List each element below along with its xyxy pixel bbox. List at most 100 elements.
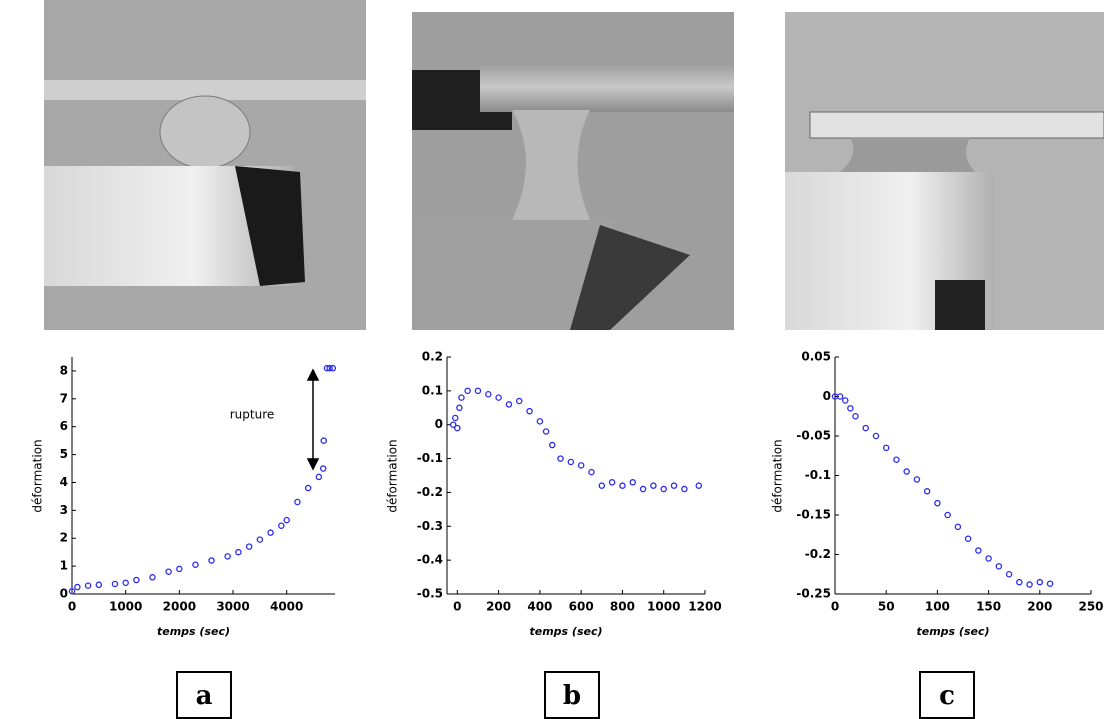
y-tick-label: 1 [60,559,68,573]
data-point [619,482,626,489]
y-tick-label: -0.4 [417,553,443,567]
y-axis-label: déformation [771,439,785,512]
data-point [133,576,140,584]
micrograph [44,0,366,330]
data-point [903,468,910,475]
data-point [149,574,156,581]
data-point [852,412,859,420]
data-point [454,424,461,432]
data-point [458,394,465,401]
y-tick-label: 5 [60,447,68,461]
panel-box [176,671,232,719]
x-tick-label: 800 [610,600,635,614]
data-point [639,485,647,493]
data-point [882,444,890,452]
data-point [1036,578,1044,586]
y-tick-label: -0.2 [805,547,831,561]
data-point [329,364,337,372]
x-tick-label: 600 [569,600,594,614]
data-point [315,473,323,481]
data-point [474,387,482,395]
x-tick-label: 200 [1027,600,1052,614]
x-tick-label: 1000 [647,600,680,614]
x-tick-label: 4000 [270,600,303,614]
panel-label: b [563,681,581,711]
data-point [192,561,199,568]
y-tick-label: 0.05 [801,350,831,364]
y-tick-label: 0 [60,587,68,601]
x-tick-label: 250 [1078,600,1103,614]
panel-box [919,671,975,719]
data-point [954,523,962,531]
data-point [456,404,463,412]
y-tick-label: -0.1 [805,468,831,482]
x-tick-label: 400 [527,600,552,614]
data-point [323,364,331,372]
data-point [598,482,606,489]
data-point [681,485,688,493]
data-point [577,462,585,469]
data-point [567,458,575,466]
data-point [557,455,564,462]
y-tick-label: 7 [60,391,68,405]
x-tick-label: 150 [976,600,1001,614]
data-point [934,499,941,507]
data-point [267,529,274,536]
y-tick-label: -0.15 [796,508,831,522]
data-point [1005,571,1013,578]
data-point [208,557,215,564]
x-tick-label: 0 [68,600,76,614]
data-point [515,397,523,405]
data-point [464,387,471,395]
micrograph [785,12,1104,330]
data-point [923,488,931,495]
data-point [68,587,76,595]
y-tick-label: -0.3 [417,519,443,533]
data-point [985,555,992,562]
x-tick-label: 1200 [688,600,721,614]
data-point [536,418,544,425]
data-point [650,482,657,489]
data-point [505,401,513,408]
panel-box [544,671,600,719]
y-tick-label: 0.1 [422,383,443,397]
y-tick-label: 0 [823,389,831,403]
data-point [872,432,880,440]
y-tick-label: 0 [435,417,443,431]
data-point [975,547,982,554]
y-axis-label: déformation [386,439,400,512]
data-point [320,437,327,444]
y-tick-label: 6 [60,419,68,433]
panel-label: c [939,681,955,711]
data-point [1016,578,1023,586]
y-tick-label: -0.5 [417,587,443,601]
data-point [588,468,595,476]
x-axis-label: temps (sec) [529,625,602,638]
x-tick-label: 50 [878,600,895,614]
data-point [542,428,550,435]
y-tick-label: 2 [60,531,68,545]
data-point [95,581,103,589]
x-tick-label: 1000 [109,600,142,614]
rupture-arrow [306,368,320,471]
data-point [256,536,264,543]
data-point [836,393,844,400]
y-tick-label: 4 [60,475,68,489]
data-point [913,476,921,483]
x-tick-label: 2000 [163,600,196,614]
data-point [485,390,492,398]
y-tick-label: -0.2 [417,485,443,499]
data-point [695,482,703,489]
annotation: rupture [230,408,275,422]
data-point [944,511,951,519]
data-point [245,543,253,550]
x-tick-label: 200 [486,600,511,614]
data-point [995,563,1003,570]
data-point [176,565,183,573]
data-point [84,582,92,589]
y-tick-label: -0.05 [796,429,831,443]
x-tick-label: 100 [925,600,950,614]
y-axis-label: déformation [31,439,45,512]
x-tick-label: 0 [453,600,461,614]
